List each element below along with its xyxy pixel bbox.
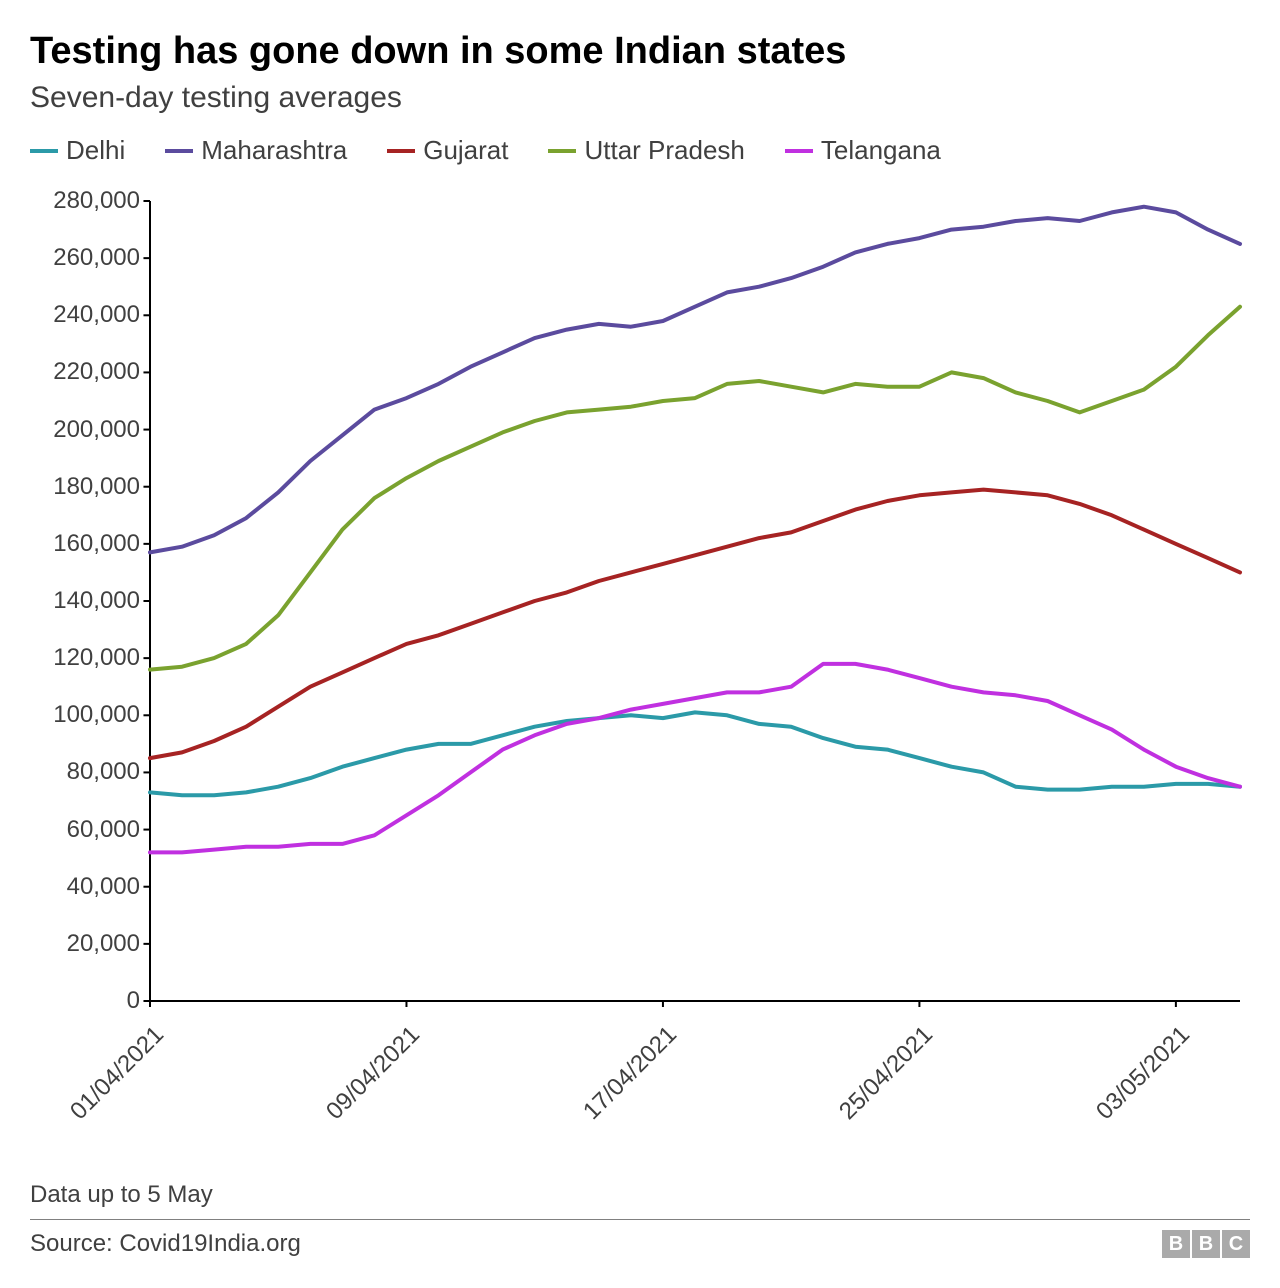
source-text: Source: Covid19India.org: [30, 1230, 301, 1258]
legend-item-maharashtra: Maharashtra: [165, 135, 347, 166]
legend-item-uttar-pradesh: Uttar Pradesh: [548, 135, 744, 166]
series-line-delhi: [150, 712, 1240, 795]
axis-lines: [150, 201, 1240, 1001]
legend-item-delhi: Delhi: [30, 135, 125, 166]
x-tick-label: 09/04/2021: [322, 1021, 427, 1126]
y-tick-label: 100,000: [53, 701, 140, 729]
y-tick-label: 20,000: [67, 930, 140, 958]
bbc-logo-letter: B: [1192, 1230, 1220, 1258]
y-tick-label: 200,000: [53, 416, 140, 444]
y-tick-label: 240,000: [53, 301, 140, 329]
footer-note: Data up to 5 May: [30, 1181, 1250, 1220]
legend-item-gujarat: Gujarat: [387, 135, 508, 166]
bbc-logo-letter: C: [1222, 1230, 1250, 1258]
legend-swatch: [165, 149, 193, 153]
series-line-uttar-pradesh: [150, 307, 1240, 670]
series-line-maharashtra: [150, 207, 1240, 553]
legend-label: Gujarat: [423, 135, 508, 166]
legend-label: Uttar Pradesh: [584, 135, 744, 166]
x-tick-label: 01/04/2021: [65, 1021, 170, 1126]
chart-subtitle: Seven-day testing averages: [30, 81, 1250, 115]
legend-swatch: [387, 149, 415, 153]
bbc-logo: BBC: [1162, 1230, 1250, 1258]
x-tick-label: 17/04/2021: [578, 1021, 683, 1126]
legend-item-telangana: Telangana: [785, 135, 941, 166]
y-tick-label: 280,000: [53, 187, 140, 215]
y-tick-label: 180,000: [53, 473, 140, 501]
chart-title: Testing has gone down in some Indian sta…: [30, 30, 1250, 73]
y-tick-label: 120,000: [53, 644, 140, 672]
legend-label: Maharashtra: [201, 135, 347, 166]
x-tick-label: 25/04/2021: [834, 1021, 939, 1126]
legend-label: Delhi: [66, 135, 125, 166]
chart-legend: Delhi Maharashtra Gujarat Uttar Pradesh Tela…: [30, 135, 1250, 166]
y-axis: 020,00040,00060,00080,000100,000120,0001…: [30, 191, 140, 1011]
line-chart-svg: [150, 191, 1240, 1011]
y-tick-label: 260,000: [53, 244, 140, 272]
legend-label: Telangana: [821, 135, 941, 166]
legend-swatch: [30, 149, 58, 153]
y-tick-label: 60,000: [67, 816, 140, 844]
y-tick-label: 0: [127, 987, 140, 1015]
y-tick-label: 80,000: [67, 758, 140, 786]
y-tick-label: 140,000: [53, 587, 140, 615]
chart-plot-area: 020,00040,00060,00080,000100,000120,0001…: [30, 191, 1250, 1011]
y-tick-label: 160,000: [53, 530, 140, 558]
x-tick-label: 03/05/2021: [1091, 1021, 1196, 1126]
x-axis: 01/04/202109/04/202117/04/202125/04/2021…: [150, 1021, 1240, 1171]
y-tick-label: 40,000: [67, 873, 140, 901]
y-tick-label: 220,000: [53, 358, 140, 386]
bbc-logo-letter: B: [1162, 1230, 1190, 1258]
legend-swatch: [785, 149, 813, 153]
series-line-gujarat: [150, 490, 1240, 758]
source-row: Source: Covid19India.org BBC: [30, 1230, 1250, 1258]
legend-swatch: [548, 149, 576, 153]
series-line-telangana: [150, 664, 1240, 853]
plot-region: [150, 191, 1240, 1011]
